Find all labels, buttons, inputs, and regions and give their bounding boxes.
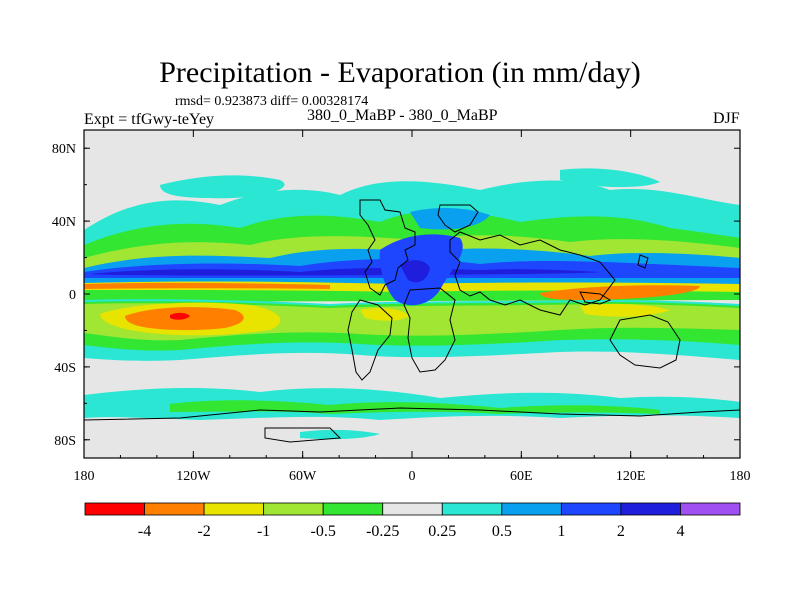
lat-tick-label: 40S xyxy=(54,361,76,376)
coastline-south-america xyxy=(347,299,393,381)
coastline-indonesia xyxy=(579,291,612,305)
season-label: DJF xyxy=(713,110,740,127)
lon-labels: 180 120W 60W 0 60E 120E 180 xyxy=(74,469,751,484)
plot-title: Precipitation - Evaporation (in mm/day) xyxy=(159,56,641,89)
lat-tick-label: 80N xyxy=(52,142,76,157)
lat-tick-label: 80S xyxy=(54,434,76,449)
contour-yellow-south-indian xyxy=(580,303,670,317)
contour-cyan-arctic xyxy=(160,175,285,199)
coastline-layer xyxy=(84,199,740,458)
coastline-antarctica xyxy=(84,407,740,458)
contour-cyan-arctic-east xyxy=(560,168,660,188)
lat-labels: 80N 40N 0 40S 80S xyxy=(52,142,76,449)
lon-tick-label: 60E xyxy=(510,469,533,484)
coastline-africa xyxy=(403,287,456,373)
colorbar-label: -2 xyxy=(197,523,210,540)
colorbar-swatch xyxy=(382,502,443,516)
colorbar-swatch xyxy=(680,502,741,516)
contour-yellow-south-atlantic xyxy=(360,308,410,321)
coastline-greenland xyxy=(437,204,479,233)
lon-tick-marks xyxy=(83,130,741,458)
contour-navy-atlantic xyxy=(400,260,430,283)
colorbar-label: 1 xyxy=(557,523,565,540)
coastline-europe-asia xyxy=(449,231,616,316)
lat-tick-label: 0 xyxy=(69,288,76,303)
field-contours xyxy=(84,168,740,440)
contour-cyan-antarctic xyxy=(300,429,380,440)
colorbar-swatch xyxy=(84,502,145,516)
colorbar-label: -0.25 xyxy=(366,523,399,540)
lon-tick-label: 120E xyxy=(616,469,646,484)
colorbar-label: -0.5 xyxy=(311,523,336,540)
colorbar-label: 0.5 xyxy=(492,523,512,540)
coastline-antarctic-shelf xyxy=(264,427,342,443)
colorbar-label: -4 xyxy=(138,523,151,540)
stats-text: rmsd= 0.923873 diff= 0.00328174 xyxy=(175,94,369,109)
colorbar-swatch xyxy=(263,502,324,516)
case-label: 380_0_MaBP - 380_0_MaBP xyxy=(307,107,498,124)
colorbar xyxy=(84,502,741,516)
lon-tick-label: 120W xyxy=(176,469,211,484)
colorbar-swatch xyxy=(501,502,562,516)
lat-tick-label: 40N xyxy=(52,215,76,230)
colorbar-label: -1 xyxy=(257,523,270,540)
colorbar-labels: -4 -2 -1 -0.5 -0.25 0.25 0.5 1 2 4 xyxy=(138,523,685,540)
contour-navy-north xyxy=(90,268,600,276)
colorbar-swatch xyxy=(441,502,503,516)
contour-red-south-pacific xyxy=(170,312,190,320)
colorbar-swatch xyxy=(620,502,681,516)
lon-tick-label: 180 xyxy=(74,469,95,484)
lat-tick-marks xyxy=(84,147,740,441)
coastline-north-america xyxy=(359,199,416,296)
colorbar-swatch xyxy=(560,502,622,516)
colorbar-label: 4 xyxy=(676,523,684,540)
colorbar-swatch xyxy=(203,502,265,516)
colorbar-swatch xyxy=(322,502,384,516)
lon-tick-label: 180 xyxy=(730,469,751,484)
experiment-label: Expt = tfGwy-teYey xyxy=(84,111,215,128)
colorbar-swatch xyxy=(144,502,205,516)
contour-orange-itcz-east xyxy=(540,285,700,300)
coastline-japan xyxy=(637,254,649,269)
coastline-australia xyxy=(609,314,681,369)
contour-green-southern-ocean xyxy=(170,400,660,414)
lon-tick-label: 0 xyxy=(409,469,416,484)
lon-tick-label: 60W xyxy=(289,469,317,484)
colorbar-label: 0.25 xyxy=(428,523,456,540)
colorbar-label: 2 xyxy=(617,523,625,540)
contour-orange-itcz xyxy=(84,282,330,289)
